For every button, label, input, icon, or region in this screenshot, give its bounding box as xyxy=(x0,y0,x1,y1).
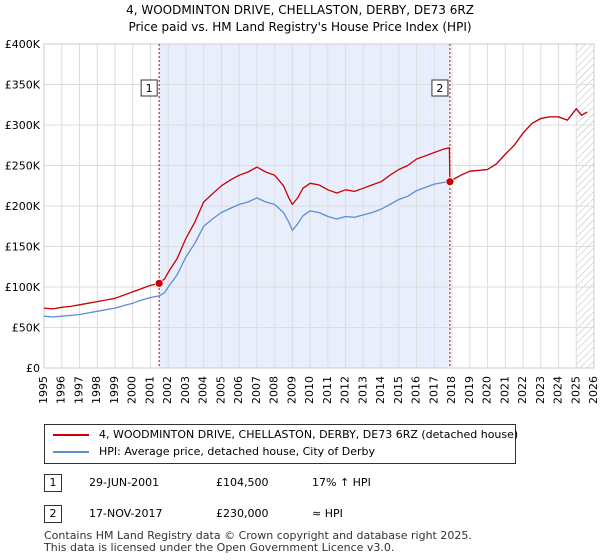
transaction-price: £104,500 xyxy=(216,476,269,489)
transaction-hpi: ≈ HPI xyxy=(312,507,343,520)
x-tick-label: 1999 xyxy=(108,376,121,404)
y-tick-label: £100K xyxy=(5,281,41,294)
footer-copyright: Contains HM Land Registry data © Crown c… xyxy=(44,529,472,542)
legend-label-hpi: HPI: Average price, detached house, City… xyxy=(99,445,376,458)
x-tick-label: 2001 xyxy=(143,376,156,404)
x-tick-label: 2014 xyxy=(374,376,387,404)
x-tick-label: 2005 xyxy=(214,376,227,404)
x-tick-label: 2015 xyxy=(392,376,405,404)
legend-label-property: 4, WOODMINTON DRIVE, CHELLASTON, DERBY, … xyxy=(99,428,519,441)
sale-label-box xyxy=(431,79,449,97)
footer-license: This data is licensed under the Open Gov… xyxy=(44,541,395,554)
x-tick-label: 2009 xyxy=(285,376,298,404)
transaction-marker-2: 2 xyxy=(44,505,62,523)
x-tick-label: 2007 xyxy=(250,376,263,404)
price-chart: £0 £50K £100K £150K £200K £250K £300K £350K £400… xyxy=(5,38,600,404)
x-tick-label: 2021 xyxy=(498,376,511,404)
x-tick-label: 2013 xyxy=(356,376,369,404)
transaction-marker-1: 1 xyxy=(44,474,62,492)
x-tick-label: 2002 xyxy=(161,376,174,404)
chart-title: 4, WOODMINTON DRIVE, CHELLASTON, DERBY, … xyxy=(126,3,474,17)
sale-point xyxy=(445,177,455,187)
x-tick-label: 2018 xyxy=(445,376,458,404)
plot-border xyxy=(43,43,595,369)
sale-label: 1 xyxy=(146,82,153,95)
x-tick-label: 2016 xyxy=(410,376,423,404)
transaction-hpi: 17% ↑ HPI xyxy=(312,476,371,489)
x-tick-label: 2022 xyxy=(516,376,529,404)
x-tick-label: 1996 xyxy=(55,376,68,404)
sale-label-box xyxy=(140,79,158,97)
x-tick-label: 2017 xyxy=(427,376,440,404)
x-tick-label: 2010 xyxy=(303,376,316,404)
x-tick-label: 2003 xyxy=(179,376,192,404)
y-tick-label: £350K xyxy=(5,79,41,92)
transaction-price: £230,000 xyxy=(216,507,269,520)
x-tick-label: 1998 xyxy=(90,376,103,404)
y-tick-label: £250K xyxy=(5,160,41,173)
x-tick-label: 2011 xyxy=(321,376,334,404)
footer-attribution: Contains HM Land Registry data © Crown c… xyxy=(44,530,472,554)
y-tick-label: £50K xyxy=(12,322,41,335)
sale-label: 2 xyxy=(436,82,443,95)
sale-point xyxy=(154,278,164,288)
legend-swatch-property xyxy=(53,434,89,436)
x-tick-label: 2025 xyxy=(569,376,582,404)
x-tick-label: 1995 xyxy=(37,376,50,404)
x-tick-label: 2024 xyxy=(552,376,565,404)
x-tick-label: 2019 xyxy=(463,376,476,404)
x-tick-label: 2008 xyxy=(268,376,281,404)
x-tick-label: 2000 xyxy=(126,376,139,404)
y-tick-label: £200K xyxy=(5,200,41,213)
x-tick-label: 2004 xyxy=(197,376,210,404)
transaction-date: 17-NOV-2017 xyxy=(89,507,163,520)
x-tick-label: 2006 xyxy=(232,376,245,404)
y-tick-label: £0 xyxy=(26,362,40,375)
y-tick-label: £300K xyxy=(5,119,41,132)
y-tick-label: £150K xyxy=(5,241,41,254)
property-price-line xyxy=(43,108,588,310)
x-tick-label: 2023 xyxy=(534,376,547,404)
x-tick-label: 2026 xyxy=(587,376,600,404)
y-tick-label: £400K xyxy=(5,38,41,51)
x-tick-label: 1997 xyxy=(72,376,85,404)
x-tick-label: 2020 xyxy=(481,376,494,404)
chart-subtitle: Price paid vs. HM Land Registry's House … xyxy=(128,20,472,34)
chart-legend: 4, WOODMINTON DRIVE, CHELLASTON, DERBY, … xyxy=(44,424,519,464)
transaction-date: 29-JUN-2001 xyxy=(89,476,160,489)
legend-swatch-hpi xyxy=(53,451,89,453)
x-tick-label: 2012 xyxy=(339,376,352,404)
